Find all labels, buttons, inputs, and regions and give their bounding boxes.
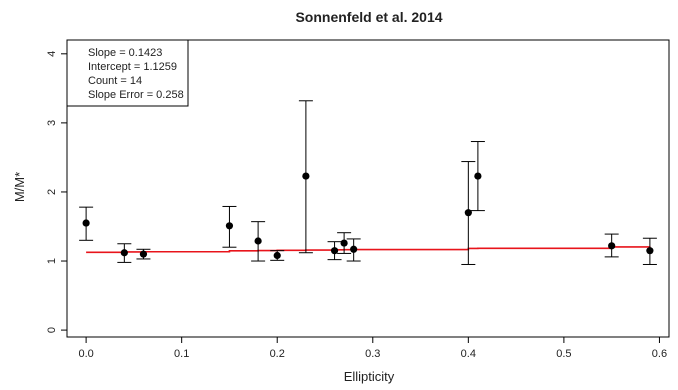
x-tick-label: 0.0	[78, 348, 93, 360]
x-axis-ticks: 0.0 0.1 0.2 0.3 0.4 0.5 0.6	[78, 337, 667, 360]
data-point	[120, 249, 128, 257]
legend-line-slope-error: Slope Error = 0.258	[88, 89, 184, 101]
y-tick-label: 2	[46, 189, 58, 195]
data-point	[608, 242, 616, 250]
chart-title: Sonnenfeld et al. 2014	[295, 9, 442, 25]
data-point	[340, 239, 348, 247]
legend-frame	[66, 39, 189, 107]
legend-line-intercept: Intercept = 1.1259	[88, 61, 177, 73]
data-point	[330, 247, 339, 255]
data-point	[82, 219, 90, 227]
data-point	[273, 251, 281, 260]
data-points-group	[82, 172, 654, 260]
legend-box: Slope = 0.1423 Intercept = 1.1259 Count …	[66, 39, 189, 107]
data-point	[474, 172, 482, 180]
y-axis-label: M/M*	[12, 172, 27, 202]
x-tick-label: 0.3	[365, 348, 380, 360]
fit-line	[86, 246, 651, 254]
x-tick-label: 0.6	[652, 348, 667, 360]
x-tick-label: 0.5	[556, 348, 571, 360]
y-tick-label: 4	[46, 51, 58, 57]
x-tick-label: 0.2	[270, 348, 285, 360]
x-tick-label: 0.4	[461, 348, 476, 360]
y-tick-label: 0	[46, 327, 58, 333]
x-axis-label: Ellipticity	[344, 369, 395, 384]
data-point	[302, 172, 310, 180]
y-axis-ticks: 0 1 2 3 4	[46, 51, 67, 333]
data-point	[225, 222, 234, 230]
fit-line-group	[86, 246, 651, 254]
x-tick-label: 0.1	[174, 348, 189, 360]
legend-line-count: Count = 14	[88, 75, 142, 87]
y-tick-label: 3	[46, 120, 58, 126]
data-point	[350, 245, 358, 253]
data-point	[254, 237, 262, 245]
data-point	[464, 209, 472, 217]
data-point	[646, 247, 654, 255]
data-point	[139, 250, 148, 258]
error-bars-group	[79, 100, 657, 265]
legend-line-slope: Slope = 0.1423	[88, 47, 162, 59]
y-tick-label: 1	[46, 258, 58, 264]
plot-frame	[66, 39, 670, 338]
